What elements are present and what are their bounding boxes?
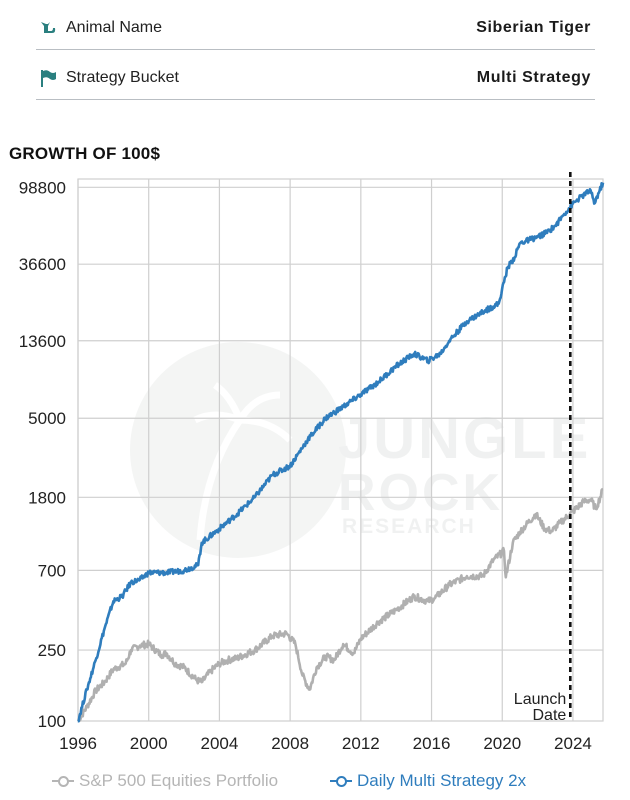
animal-name-value: Siberian Tiger [476,18,591,36]
x-tick-label: 1996 [59,734,97,753]
launch-date-label: Date [533,707,567,724]
y-tick-label: 5000 [28,409,66,428]
watermark-line1: JUNGLE [338,406,591,471]
series-line-0 [76,487,604,722]
axis-tick-labels: 100 250 700 1800 5000 13600 36600 98800 1996 2000… [19,178,592,753]
legend-item-sp500[interactable]: S&P 500 Equities Portfolio [52,771,278,791]
x-tick-label: 2024 [554,734,592,753]
launch-date-label: Launch [514,691,567,708]
x-tick-label: 2012 [342,734,380,753]
flag-icon [41,69,56,87]
strategy-bucket-label: Strategy Bucket [66,68,179,86]
watermark-line2: ROCK [338,464,503,522]
series-layer [76,182,605,723]
y-tick-label: 13600 [19,332,66,351]
watermark-line3: RESEARCH [342,515,476,538]
y-tick-label: 250 [38,641,66,660]
strategy-bucket-value: Multi Strategy [476,68,591,86]
x-tick-label: 2004 [201,734,239,753]
y-tick-label: 98800 [19,178,66,197]
y-tick-label: 100 [38,712,66,731]
jungle-rock-watermark: JUNGLE ROCK RESEARCH [130,342,591,558]
y-tick-label: 1800 [28,488,66,507]
chart-title: GROWTH OF 100$ [9,144,161,163]
animal-name-row: Animal Name Siberian Tiger [36,6,595,50]
strategy-bucket-row: Strategy Bucket Multi Strategy [36,56,595,100]
legend-marker-multi-strategy [330,775,352,787]
legend-label-multi-strategy: Daily Multi Strategy 2x [357,771,527,790]
series-line-1 [77,182,605,723]
legend-item-multi-strategy[interactable]: Daily Multi Strategy 2x [330,771,526,791]
y-tick-label: 700 [38,561,66,580]
legend-label-sp500: S&P 500 Equities Portfolio [79,771,279,790]
cat-icon [41,21,56,33]
x-tick-label: 2016 [413,734,451,753]
legend-marker-sp500 [52,775,74,787]
chart-grid [77,178,604,722]
y-tick-label: 36600 [19,255,66,274]
x-tick-label: 2008 [271,734,309,753]
animal-name-label: Animal Name [66,18,163,36]
x-tick-label: 2020 [483,734,521,753]
x-tick-label: 2000 [130,734,168,753]
